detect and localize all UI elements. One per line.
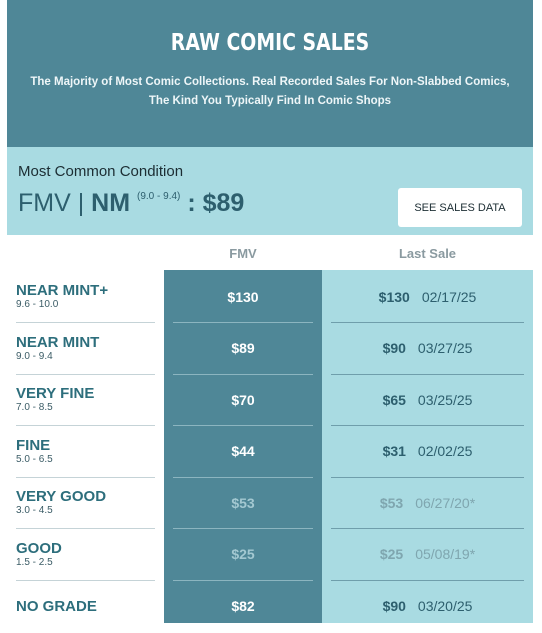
last-sale-cell: $65 03/25/25 — [322, 374, 533, 425]
grade-name: VERY FINE — [16, 385, 95, 402]
last-sale-cell: $25 05/08/19* — [322, 529, 533, 580]
last-sale-date: 03/27/25 — [417, 340, 473, 356]
row-divider — [173, 476, 313, 478]
most-common-condition-panel: Most Common Condition FMV | NM (9.0 - 9.… — [7, 147, 533, 235]
last-sale-amount: $53 — [379, 494, 404, 511]
row-divider — [16, 322, 155, 323]
grade-cell: FINE 5.0 - 6.5 — [16, 436, 53, 465]
table-row: VERY GOOD 3.0 - 4.5 $53 $53 06/27/20* — [0, 477, 542, 529]
header-banner: RAW COMIC SALES The Majority of Most Com… — [7, 0, 533, 147]
fmv-grade: NM — [91, 189, 131, 217]
last-sale-amount: $25 — [379, 546, 404, 562]
row-divider — [173, 425, 313, 426]
fmv-value: $89 — [231, 340, 255, 356]
fmv-summary: FMV | NM (9.0 - 9.4) : $89 — [18, 189, 244, 218]
fmv-value: $44 — [231, 443, 255, 459]
table-row: VERY FINE 7.0 - 8.5 $70 $65 03/25/25 — [0, 374, 542, 426]
fmv-value: $53 — [231, 494, 255, 511]
last-sale-column-bg — [322, 270, 533, 623]
last-sale-cell: $90 03/27/25 — [322, 323, 533, 374]
grade-name: FINE — [16, 436, 51, 454]
see-sales-data-button[interactable]: SEE SALES DATA — [398, 188, 522, 227]
table-row: FINE 5.0 - 6.5 $44 $31 02/02/25 — [0, 426, 542, 478]
last-sale-amount: $130 — [378, 288, 410, 305]
grade-cell: VERY GOOD 3.0 - 4.5 — [16, 488, 107, 517]
table-row: NEAR MINT+ 9.6 - 10.0 $130 $130 02/17/25 — [0, 271, 542, 323]
last-sale-amount: $90 — [382, 340, 406, 356]
table-row: NO GRADE $82 $90 03/20/25 — [0, 580, 542, 631]
fmv-value: $25 — [231, 546, 255, 562]
last-sale-date: 03/20/25 — [417, 597, 473, 614]
table-row: NEAR MINT 9.0 - 9.4 $89 $90 03/27/25 — [0, 323, 542, 375]
grade-cell: NO GRADE — [16, 599, 97, 615]
grade-cell: VERY FINE 7.0 - 8.5 — [16, 385, 95, 414]
grade-range: 5.0 - 6.5 — [16, 453, 53, 465]
fmv-value: $82 — [231, 597, 255, 614]
row-divider — [173, 373, 313, 375]
row-divider — [331, 528, 524, 529]
page-subtitle: The Majority of Most Comic Collections. … — [30, 76, 510, 107]
last-sale-date: 03/25/25 — [417, 391, 473, 408]
table-row: GOOD 1.5 - 2.5 $25 $25 05/08/19* — [0, 529, 542, 581]
row-divider — [173, 322, 313, 323]
last-sale-cell: $130 02/17/25 — [322, 271, 533, 322]
last-sale-date: 02/02/25 — [417, 443, 473, 459]
row-divider — [173, 579, 313, 581]
last-sale-amount: $90 — [382, 597, 406, 614]
row-divider — [16, 579, 155, 581]
grade-name: GOOD — [16, 539, 62, 557]
row-divider — [331, 373, 524, 375]
last-sale-date: 05/08/19* — [415, 546, 476, 562]
grade-range: 9.0 - 9.4 — [16, 350, 53, 362]
row-divider — [331, 476, 524, 478]
row-divider — [173, 528, 313, 529]
fmv-value: $130 — [227, 288, 259, 305]
grade-range: 1.5 - 2.5 — [16, 556, 53, 568]
fmv-price: : $89 — [180, 189, 245, 217]
last-sale-date: 06/27/20* — [415, 494, 476, 511]
last-sale-amount: $31 — [382, 443, 406, 459]
grade-name: NO GRADE — [16, 598, 97, 615]
grade-range: 9.6 - 10.0 — [16, 299, 59, 310]
grade-name: NEAR MINT — [16, 333, 100, 351]
last-sale-cell: $53 06/27/20* — [322, 477, 533, 528]
row-divider — [16, 425, 155, 426]
grade-name: VERY GOOD — [16, 488, 107, 505]
last-sale-date: 02/17/25 — [421, 288, 477, 305]
grade-cell: NEAR MINT+ 9.6 - 10.0 — [16, 282, 109, 311]
grade-cell: GOOD 1.5 - 2.5 — [16, 539, 62, 568]
grade-name: NEAR MINT+ — [16, 282, 109, 299]
row-divider — [16, 528, 155, 529]
last-sale-cell: $90 03/20/25 — [322, 580, 533, 631]
column-header-last-sale: Last Sale — [398, 246, 457, 261]
grade-range: 3.0 - 4.5 — [16, 505, 53, 516]
row-divider — [16, 373, 155, 375]
last-sale-cell: $31 02/02/25 — [322, 426, 533, 477]
last-sale-amount: $65 — [382, 391, 406, 408]
fmv-column-bg — [164, 270, 322, 623]
fmv-prefix: FMV | — [18, 189, 92, 217]
row-divider — [331, 322, 524, 323]
page-title: RAW COMIC SALES — [170, 30, 370, 56]
row-divider — [331, 425, 524, 426]
fmv-grade-range: (9.0 - 9.4) — [137, 191, 181, 202]
row-divider — [16, 476, 155, 478]
grade-range: 7.0 - 8.5 — [16, 402, 53, 413]
row-divider — [331, 579, 524, 581]
column-header-fmv: FMV — [229, 246, 257, 261]
fmv-value: $70 — [231, 391, 255, 408]
grade-cell: NEAR MINT 9.0 - 9.4 — [16, 333, 100, 362]
most-common-condition-label: Most Common Condition — [18, 163, 184, 180]
